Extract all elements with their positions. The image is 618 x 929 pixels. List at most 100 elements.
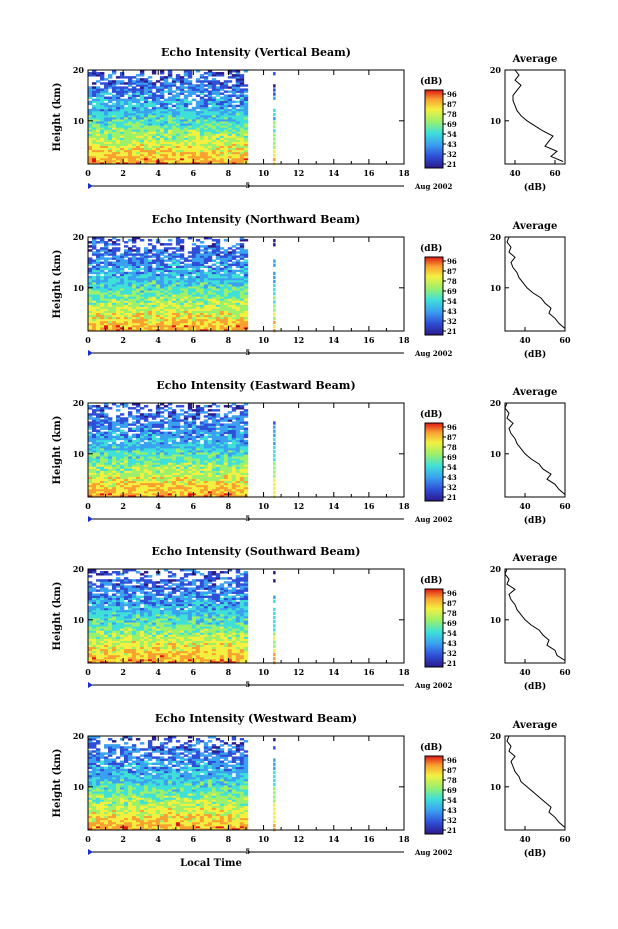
- colorbar-tick-label: 78: [447, 277, 457, 286]
- heatmap-cell: [211, 275, 217, 279]
- heatmap-cell: [199, 476, 205, 480]
- heatmap-cell: [219, 302, 225, 305]
- heatmap-cell: [103, 114, 109, 118]
- heatmap-cell: [211, 456, 217, 459]
- heatmap-cell: [151, 462, 157, 465]
- heatmap-cell: [175, 405, 181, 408]
- heatmap-cell: [119, 478, 125, 482]
- heatmap-cell: [103, 288, 109, 291]
- heatmap-cell: [135, 143, 141, 147]
- heatmap-cell: [191, 437, 197, 441]
- heatmap-cell: [191, 137, 197, 140]
- heatmap-cell: [235, 151, 241, 155]
- heatmap-cell: [88, 96, 93, 100]
- heatmap-cell: [239, 435, 245, 439]
- heatmap-cell: [88, 114, 93, 118]
- heatmap-cell: [183, 314, 189, 318]
- heatmap-cell: [143, 312, 149, 316]
- heatmap-cell: [223, 131, 229, 134]
- heatmap-cell: [131, 456, 137, 459]
- heatmap-cell: [91, 310, 97, 314]
- heatmap-cell: [135, 452, 141, 455]
- heatmap-cell: [99, 443, 105, 447]
- heatmap-cell: [179, 310, 185, 314]
- heatmap-cell: [107, 76, 113, 79]
- heatmap-cell: [123, 441, 129, 445]
- heatmap-cell: [203, 110, 209, 114]
- heatmap-cell: [143, 288, 149, 291]
- heatmap-cell: [115, 151, 121, 155]
- heatmap-cell: [235, 149, 241, 153]
- heatmap-cell: [139, 452, 145, 455]
- heatmap-cell: [119, 80, 125, 83]
- heatmap-cell: [211, 137, 217, 140]
- heatmap-cell: [195, 135, 201, 138]
- heatmap-cell: [215, 277, 221, 281]
- heatmap-cell: [139, 482, 145, 486]
- heatmap-cell: [131, 90, 137, 93]
- heatmap-cell: [199, 429, 205, 433]
- heatmap-cell: [107, 121, 113, 124]
- heatmap-cell: [207, 427, 213, 430]
- heatmap-cell: [191, 84, 197, 87]
- heatmap-cell: [219, 125, 225, 128]
- heatmap-cell: [211, 80, 217, 83]
- heatmap-cell: [111, 328, 117, 332]
- heatmap-cell: [191, 322, 197, 326]
- heatmap-cell: [103, 468, 109, 471]
- heatmap-cell: [187, 437, 193, 441]
- heatmap-cell: [163, 259, 169, 262]
- heatmap-cell: [151, 443, 157, 447]
- heatmap-cell: [273, 292, 276, 296]
- heatmap-cell: [115, 421, 121, 424]
- heatmap-cell: [99, 304, 105, 307]
- heatmap-cell: [103, 427, 109, 430]
- heatmap-cell: [159, 145, 165, 149]
- heatmap-cell: [147, 318, 153, 322]
- heatmap-cell: [175, 419, 181, 422]
- heatmap-cell: [91, 90, 97, 93]
- heatmap-cell: [195, 462, 201, 465]
- heatmap-cell: [131, 443, 137, 447]
- heatmap-cell: [123, 417, 129, 420]
- heatmap-cell: [127, 292, 133, 295]
- heatmap-cell: [107, 153, 113, 157]
- heatmap-cell: [171, 110, 177, 114]
- heatmap-cell: [159, 102, 165, 106]
- heatmap-cell: [195, 141, 201, 144]
- heatmap-cell: [243, 312, 249, 316]
- heatmap-cell: [183, 94, 189, 97]
- heatmap-cell: [219, 72, 225, 75]
- heatmap-cell: [223, 273, 229, 277]
- heatmap-cell: [163, 86, 169, 89]
- heatmap-cell: [211, 435, 217, 439]
- heatmap-cell: [211, 104, 217, 108]
- heatmap-cell: [215, 98, 221, 102]
- heatmap-cell: [123, 474, 129, 477]
- heatmap-cell: [119, 114, 125, 118]
- heatmap-cell: [219, 117, 225, 120]
- heatmap-cell: [119, 423, 125, 426]
- heatmap-cell: [215, 326, 221, 330]
- heatmap-cell: [195, 409, 201, 412]
- heatmap-cell: [123, 102, 129, 106]
- heatmap-cell: [219, 257, 225, 260]
- heatmap-cell: [195, 155, 201, 159]
- heatmap-cell: [115, 137, 121, 140]
- heatmap-cell: [91, 304, 97, 307]
- heatmap-cell: [219, 84, 225, 87]
- heatmap-cell: [143, 462, 149, 465]
- heatmap-cell: [111, 119, 117, 122]
- heatmap-cell: [175, 429, 181, 433]
- heatmap-cell: [103, 125, 109, 128]
- heatmap-cell: [171, 423, 177, 426]
- x-tick-label: 6: [191, 168, 197, 178]
- heatmap-cell: [191, 119, 197, 122]
- heatmap-cell: [215, 443, 221, 447]
- heatmap-cell: [123, 284, 129, 287]
- heatmap-cell: [187, 484, 193, 488]
- heatmap-cell: [115, 324, 121, 328]
- heatmap-cell: [195, 296, 201, 299]
- heatmap-cell: [207, 415, 213, 418]
- heatmap-cell: [119, 490, 125, 494]
